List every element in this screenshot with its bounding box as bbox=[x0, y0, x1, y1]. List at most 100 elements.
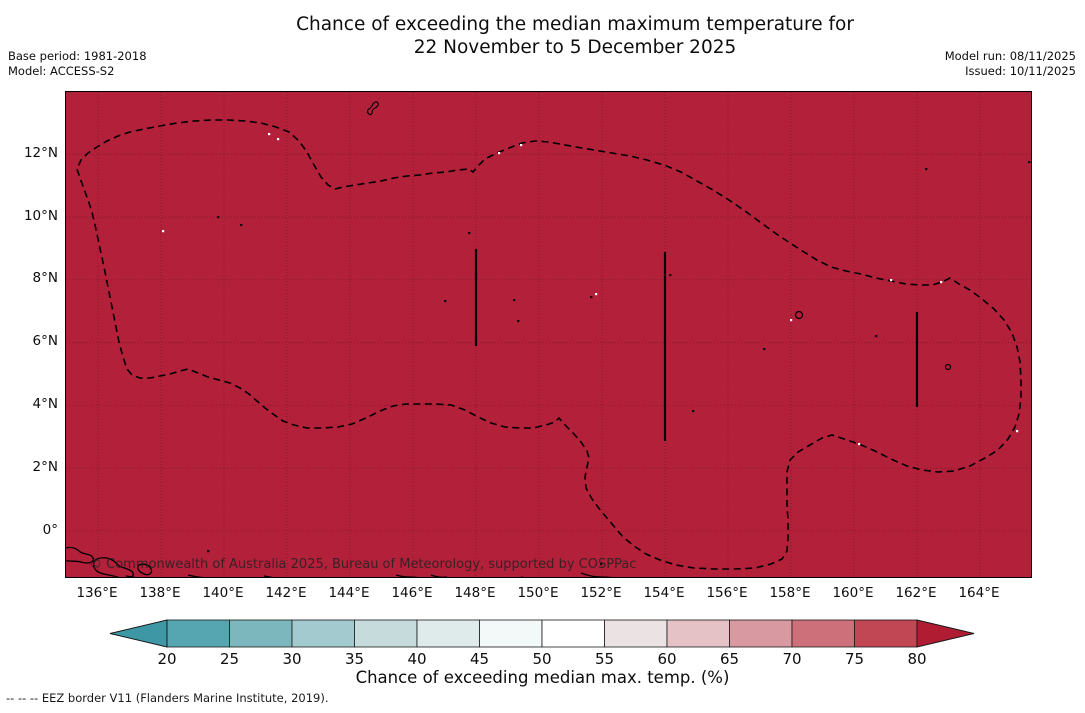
model-label: Model: ACCESS-S2 bbox=[8, 63, 115, 78]
chart-title: Chance of exceeding the median maximum t… bbox=[65, 13, 1085, 59]
colorbar-under-arrow bbox=[109, 619, 168, 648]
coastline-path bbox=[263, 575, 274, 577]
coastline-path bbox=[125, 575, 137, 577]
coastline-path bbox=[521, 576, 524, 577]
island-dot bbox=[468, 232, 471, 235]
island-dot-white bbox=[858, 443, 861, 446]
x-axis-tick-label: 164°E bbox=[958, 585, 1000, 601]
x-axis-tick-label: 144°E bbox=[328, 585, 370, 601]
x-axis-tick-label: 162°E bbox=[895, 585, 937, 601]
colorbar-tick-label: 55 bbox=[594, 650, 615, 668]
island-dot-white bbox=[520, 144, 523, 147]
y-axis-tick-label: 8°N bbox=[32, 270, 58, 287]
atoll-outline bbox=[944, 363, 952, 371]
x-axis-tick-label: 160°E bbox=[832, 585, 874, 601]
chart-title-line1: Chance of exceeding the median maximum t… bbox=[296, 14, 854, 35]
y-axis-tick-label: 10°N bbox=[23, 207, 58, 224]
island-dot-white bbox=[1016, 430, 1019, 433]
colorbar-tick-label: 40 bbox=[407, 650, 427, 668]
colorbar-segment bbox=[229, 619, 293, 648]
island-dot bbox=[600, 563, 603, 566]
colorbar-tick-label: 50 bbox=[532, 650, 552, 668]
island-dot-white bbox=[595, 293, 598, 296]
issued-label: Issued: 10/11/2025 bbox=[965, 63, 1076, 78]
colorbar-segment bbox=[854, 619, 918, 648]
colorbar-tick-label: 45 bbox=[469, 650, 490, 668]
island-dot bbox=[444, 300, 447, 303]
meta-right-block: Model run: 08/11/2025 Issued: 10/11/2025 bbox=[945, 49, 1076, 78]
island-dot bbox=[692, 410, 695, 413]
y-axis-tick-label: 12°N bbox=[23, 144, 58, 161]
colorbar-segment bbox=[354, 619, 418, 648]
x-axis-tick-label: 156°E bbox=[706, 585, 748, 601]
island-dot-white bbox=[940, 281, 943, 284]
island-dot bbox=[240, 224, 243, 227]
copyright-watermark: © Commonwealth of Australia 2025, Bureau… bbox=[89, 557, 637, 572]
island-dot-white bbox=[498, 152, 501, 155]
colorbar-tick-label: 35 bbox=[344, 650, 365, 668]
colorbar-segment bbox=[541, 619, 605, 648]
map-canvas: © Commonwealth of Australia 2025, Bureau… bbox=[65, 91, 1032, 578]
colorbar-tick-label: 80 bbox=[907, 650, 927, 668]
x-axis-tick-label: 158°E bbox=[769, 585, 811, 601]
eez-border-outline bbox=[76, 119, 1022, 570]
guam-island-outline bbox=[366, 101, 379, 116]
colorbar-segment bbox=[166, 619, 230, 648]
island-dot bbox=[1028, 161, 1031, 164]
colorbar-segment bbox=[416, 619, 480, 648]
eez-border-note: -- -- -- EEZ border V11 (Flanders Marine… bbox=[6, 691, 329, 705]
coastline-path bbox=[395, 574, 419, 577]
coastline-path bbox=[580, 572, 613, 577]
y-axis-tick-label: 6°N bbox=[32, 333, 58, 350]
x-axis-tick-label: 142°E bbox=[265, 585, 307, 601]
colorbar bbox=[109, 619, 975, 648]
y-axis-tick-label: 2°N bbox=[32, 458, 58, 475]
x-axis-tick-label: 138°E bbox=[139, 585, 181, 601]
colorbar-title: Chance of exceeding median max. temp. (%… bbox=[355, 668, 730, 687]
colorbar-segment bbox=[791, 619, 855, 648]
colorbar-segment bbox=[729, 619, 793, 648]
island-dot bbox=[217, 216, 220, 219]
atoll-outline bbox=[794, 310, 804, 320]
island-dot bbox=[669, 274, 672, 277]
colorbar-tick-label: 70 bbox=[782, 650, 802, 668]
island-dot bbox=[513, 299, 516, 302]
coastline-path bbox=[137, 563, 153, 576]
x-axis-tick-label: 140°E bbox=[202, 585, 244, 601]
island-dot-white bbox=[790, 319, 793, 322]
x-axis-tick-label: 152°E bbox=[580, 585, 622, 601]
colorbar-tick-label: 20 bbox=[157, 650, 177, 668]
map-overlay-svg bbox=[66, 92, 1031, 577]
colorbar-tick-label: 75 bbox=[844, 650, 865, 668]
coastline-path bbox=[92, 557, 134, 577]
chart-title-line2: 22 November to 5 December 2025 bbox=[413, 37, 737, 58]
island-dot-white bbox=[890, 279, 893, 282]
coastline-path bbox=[430, 574, 447, 577]
colorbar-tick-label: 60 bbox=[657, 650, 677, 668]
island-dot-white bbox=[277, 138, 280, 141]
island-dot-white bbox=[268, 133, 271, 136]
y-axis-tick-label: 4°N bbox=[32, 395, 58, 412]
meta-left-block: Base period: 1981-2018 Model: ACCESS-S2 bbox=[8, 49, 147, 78]
colorbar-tick-label: 25 bbox=[219, 650, 240, 668]
colorbar-segment bbox=[291, 619, 355, 648]
coastline-path bbox=[187, 574, 203, 577]
model-run-label: Model run: 08/11/2025 bbox=[944, 49, 1076, 63]
island-dot bbox=[590, 296, 593, 299]
base-period-label: Base period: 1981-2018 bbox=[8, 49, 147, 63]
island-dot bbox=[517, 320, 520, 323]
island-dot bbox=[875, 335, 878, 338]
x-axis-tick-label: 150°E bbox=[517, 585, 559, 601]
island-dot bbox=[207, 550, 210, 553]
colorbar-over-arrow bbox=[916, 619, 975, 648]
colorbar-segment bbox=[479, 619, 543, 648]
y-axis-tick-label: 0° bbox=[42, 521, 58, 538]
island-dot-white bbox=[162, 230, 165, 233]
island-dot bbox=[925, 168, 928, 171]
colorbar-tick-label: 65 bbox=[719, 650, 740, 668]
colorbar-tick-label: 30 bbox=[282, 650, 302, 668]
x-axis-tick-label: 148°E bbox=[454, 585, 496, 601]
coastline-path bbox=[66, 546, 94, 564]
coastline-path bbox=[66, 576, 67, 577]
